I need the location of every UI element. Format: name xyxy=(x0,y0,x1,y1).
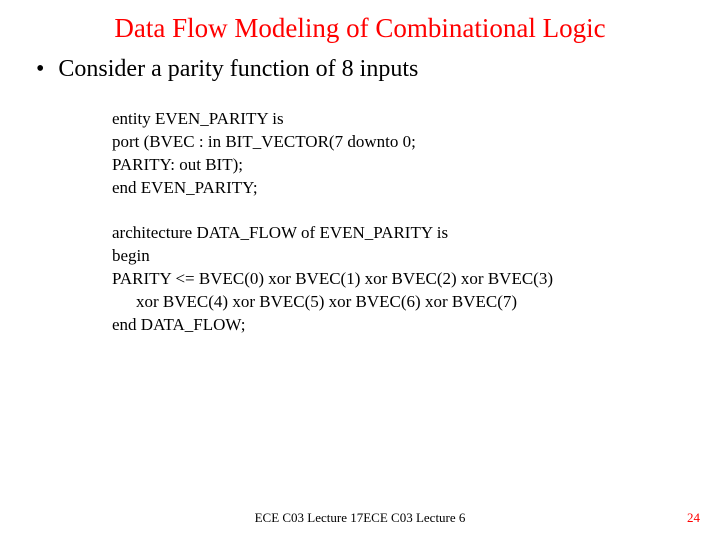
architecture-code-block: architecture DATA_FLOW of EVEN_PARITY is… xyxy=(112,222,692,337)
code-line: begin xyxy=(112,245,692,268)
entity-code-block: entity EVEN_PARITY is port (BVEC : in BI… xyxy=(112,108,692,200)
footer-center-text: ECE C03 Lecture 17ECE C03 Lecture 6 xyxy=(0,510,720,526)
bullet-text: Consider a parity function of 8 inputs xyxy=(58,54,418,84)
bullet-item: • Consider a parity function of 8 inputs xyxy=(28,54,692,84)
code-line: xor BVEC(4) xor BVEC(5) xor BVEC(6) xor … xyxy=(112,291,692,314)
code-line: entity EVEN_PARITY is xyxy=(112,108,692,131)
code-line: end DATA_FLOW; xyxy=(112,314,692,337)
footer-page-number: 24 xyxy=(687,510,700,526)
code-line: end EVEN_PARITY; xyxy=(112,177,692,200)
slide-container: Data Flow Modeling of Combinational Logi… xyxy=(0,0,720,540)
code-line: PARITY <= BVEC(0) xor BVEC(1) xor BVEC(2… xyxy=(112,268,692,291)
code-line: PARITY: out BIT); xyxy=(112,154,692,177)
code-line: port (BVEC : in BIT_VECTOR(7 downto 0; xyxy=(112,131,692,154)
bullet-marker: • xyxy=(36,54,44,84)
code-line: architecture DATA_FLOW of EVEN_PARITY is xyxy=(112,222,692,245)
slide-title: Data Flow Modeling of Combinational Logi… xyxy=(28,12,692,44)
